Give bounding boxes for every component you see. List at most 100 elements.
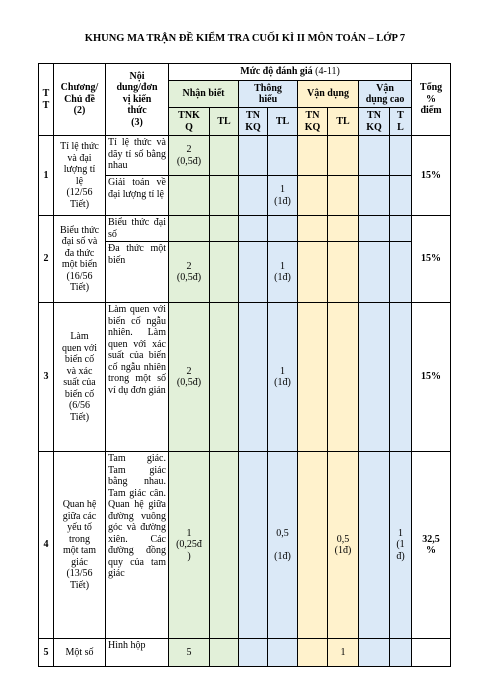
row-number: 2 — [38, 215, 54, 303]
header-text: Mức độ đánh giá — [240, 66, 313, 78]
column-header: TL — [267, 107, 298, 136]
value-cell: 2 (0,5đ) — [168, 302, 210, 452]
value-cell — [358, 638, 390, 667]
value-cell — [209, 175, 239, 216]
total-cell: 32,5 % — [411, 451, 452, 639]
value-cell — [238, 135, 268, 176]
value-cell — [327, 175, 359, 216]
value-cell — [297, 302, 328, 452]
group-header: Vận dụng — [297, 80, 359, 108]
group-header: Thông hiểu — [238, 80, 298, 108]
value-cell — [297, 638, 328, 667]
header-cell: Nội dung/đơn vị kiến thức (3) — [105, 63, 169, 136]
value-cell: 0,5 (1đ) — [267, 451, 298, 639]
value-cell — [267, 638, 298, 667]
header-note: (2) — [73, 105, 86, 117]
row-number: 4 — [38, 451, 54, 639]
value-cell — [267, 135, 298, 176]
column-header: TN KQ — [358, 107, 390, 136]
table-row: 1 Tỉ lệ thức và đại lượng tỉ lệ (12/56 Ti… — [38, 135, 452, 216]
value-cell — [238, 302, 268, 452]
value-cell — [168, 175, 210, 216]
total-cell — [411, 638, 452, 667]
value-cell — [358, 451, 390, 639]
value-cell — [209, 241, 239, 303]
table-row: T T Chương/ Chủ đề (2) Nội dung/đơn vị kiế… — [38, 63, 452, 136]
row-number: 1 — [38, 135, 54, 216]
column-header: TL — [209, 107, 239, 136]
chapter-cell: Quan hệ giữa các yếu tố trong một tam gi… — [53, 451, 106, 639]
value-cell: 1 (0,25đ ) — [168, 451, 210, 639]
content-cell: Tỉ lệ thức và dãy tỉ số bằng nhau — [105, 135, 169, 176]
row-number: 5 — [38, 638, 54, 667]
content-cell: Giải toán về đại lượng tỉ lệ — [105, 175, 169, 216]
value-cell — [297, 215, 328, 242]
chapter-cell: Biểu thức đại số và đa thức một biến (16… — [53, 215, 106, 303]
matrix-table: T T Chương/ Chủ đề (2) Nội dung/đơn vị kiế… — [38, 63, 452, 667]
table-row: Nhận biết Thông hiểu Vận dụng Vận dụng cao — [39, 80, 451, 108]
chapter-cell: Một số — [53, 638, 106, 667]
header-cell: T T — [38, 63, 54, 136]
table-row: 4 Quan hệ giữa các yếu tố trong một tam g… — [38, 451, 452, 639]
chapter-cell: Làm quen với biến cố và xác suất của biế… — [53, 302, 106, 452]
total-cell: 15% — [411, 302, 452, 452]
column-header: TL — [327, 107, 359, 136]
value-cell — [327, 241, 359, 303]
table-row: TNK Q TL TN KQ TL TN KQ TL TN KQ T L — [39, 107, 451, 136]
value-cell — [358, 175, 390, 216]
value-cell — [327, 302, 359, 452]
column-header: TNK Q — [168, 107, 210, 136]
value-cell — [297, 451, 328, 639]
value-cell — [209, 135, 239, 176]
value-cell: 1 — [327, 638, 359, 667]
value-cell — [388, 215, 413, 242]
value-cell — [209, 302, 239, 452]
value-cell — [327, 135, 359, 176]
content-cell: Đa thức một biến — [105, 241, 169, 303]
header-text: Chương/ Chủ đề — [60, 82, 99, 105]
value-cell — [388, 175, 413, 216]
value-cell — [388, 302, 413, 452]
value-cell — [238, 215, 268, 242]
header-cell: Tổng % điểm — [411, 63, 452, 136]
value-cell — [238, 175, 268, 216]
column-header: T L — [388, 107, 413, 136]
value-cell — [297, 135, 328, 176]
value-cell — [327, 215, 359, 242]
value-cell — [238, 241, 268, 303]
column-header: TN KQ — [238, 107, 268, 136]
row-number: 3 — [38, 302, 54, 452]
chapter-cell: Tỉ lệ thức và đại lượng tỉ lệ (12/56 Tiế… — [53, 135, 106, 216]
value-cell — [358, 302, 390, 452]
header-cell: Chương/ Chủ đề (2) — [53, 63, 106, 136]
table-row: Đa thức một biến 2 (0,5đ) 1 (1đ) — [39, 241, 451, 303]
header-note: (3) — [131, 116, 143, 128]
column-header: TN KQ — [297, 107, 328, 136]
value-cell: 1 (1đ) — [267, 302, 298, 452]
value-cell — [358, 215, 390, 242]
total-cell: 15% — [411, 135, 452, 216]
value-cell — [168, 215, 210, 242]
table-row: 5 Một số Hình hộp 5 1 — [38, 638, 452, 667]
value-cell: 1 (1đ) — [267, 175, 298, 216]
header-note: (4-11) — [315, 66, 340, 78]
content-cell: Tam giác. Tam giác bằng nhau. Tam giác c… — [105, 451, 169, 639]
total-cell: 15% — [411, 215, 452, 303]
value-cell: 2 (0,5đ) — [168, 135, 210, 176]
value-cell — [209, 638, 239, 667]
group-header: Vận dụng cao — [357, 80, 413, 108]
content-cell: Hình hộp — [105, 638, 169, 667]
value-cell — [238, 638, 268, 667]
value-cell — [209, 215, 239, 242]
value-cell — [297, 175, 328, 216]
title: KHUNG MA TRẬN ĐỀ KIỂM TRA CUỐI KÌ II MÔN… — [84, 33, 406, 44]
value-cell: 1 (1 đ) — [388, 451, 413, 639]
content-cell: Làm quen với biến cố ngẫu nhiên. Làm que… — [105, 302, 169, 452]
content-cell: Biểu thức đại số — [105, 215, 169, 242]
value-cell — [267, 215, 298, 242]
value-cell — [358, 241, 390, 303]
value-cell: 0,5 (1đ) — [327, 451, 359, 639]
group-header: Nhận biết — [168, 80, 239, 108]
value-cell — [388, 241, 413, 303]
